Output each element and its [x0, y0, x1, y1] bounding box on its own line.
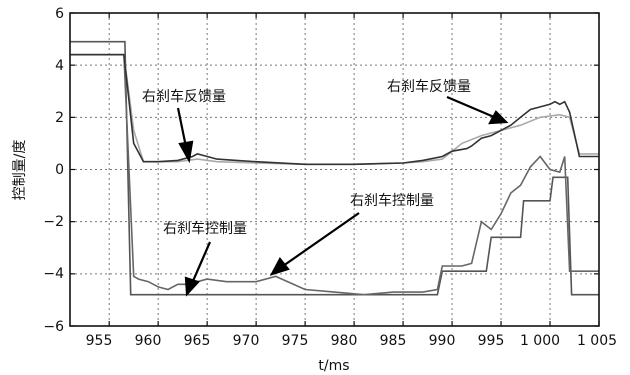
annotation-arrowhead — [269, 257, 290, 276]
plot-frame — [69, 12, 600, 327]
series-line — [70, 53, 599, 296]
series-layer — [70, 40, 599, 296]
y-tick-label: −4 — [43, 266, 64, 282]
annotation-arrowhead — [184, 276, 200, 297]
annotation-label: 右刹车反馈量 — [387, 78, 471, 95]
grid — [70, 13, 599, 326]
x-tick-label: 1 005 — [577, 333, 617, 349]
y-tick-label: 4 — [55, 58, 64, 74]
y-tick-label: 6 — [55, 6, 64, 22]
annotation-arrow — [282, 212, 360, 267]
y-tick-label: −2 — [43, 214, 64, 230]
x-tick-label: 970 — [233, 333, 260, 349]
y-axis-label: 控制量/度 — [12, 140, 28, 201]
x-tick-label: 990 — [429, 333, 456, 349]
x-tick-label: 975 — [282, 333, 309, 349]
x-tick-label: 960 — [135, 333, 162, 349]
x-tick-label: 1 000 — [520, 333, 560, 349]
annotation-label: 右刹车反馈量 — [142, 88, 226, 105]
x-tick-label: 965 — [184, 333, 211, 349]
y-tick-label: 0 — [55, 162, 64, 178]
y-tick-label: −6 — [43, 319, 64, 335]
series-line — [70, 40, 599, 296]
annotation-arrow — [446, 95, 495, 119]
x-tick-label: 955 — [86, 333, 113, 349]
annotation-arrows — [176, 95, 509, 297]
x-tick-label: 995 — [478, 333, 505, 349]
annotation-arrowhead — [488, 110, 509, 125]
x-axis-label: t/ms — [318, 358, 349, 374]
annotation-arrowhead — [178, 140, 194, 164]
series-line — [70, 53, 599, 166]
annotation-label: 右刹车控制量 — [163, 220, 247, 237]
x-tick-label: 985 — [380, 333, 407, 349]
y-tick-label: 2 — [55, 110, 64, 126]
tick-marks — [70, 12, 600, 327]
annotation-arrow — [191, 241, 212, 282]
x-tick-label: 980 — [331, 333, 358, 349]
annotation-arrow — [176, 107, 188, 148]
annotation-label: 右刹车控制量 — [350, 192, 434, 209]
series-line — [70, 53, 599, 166]
